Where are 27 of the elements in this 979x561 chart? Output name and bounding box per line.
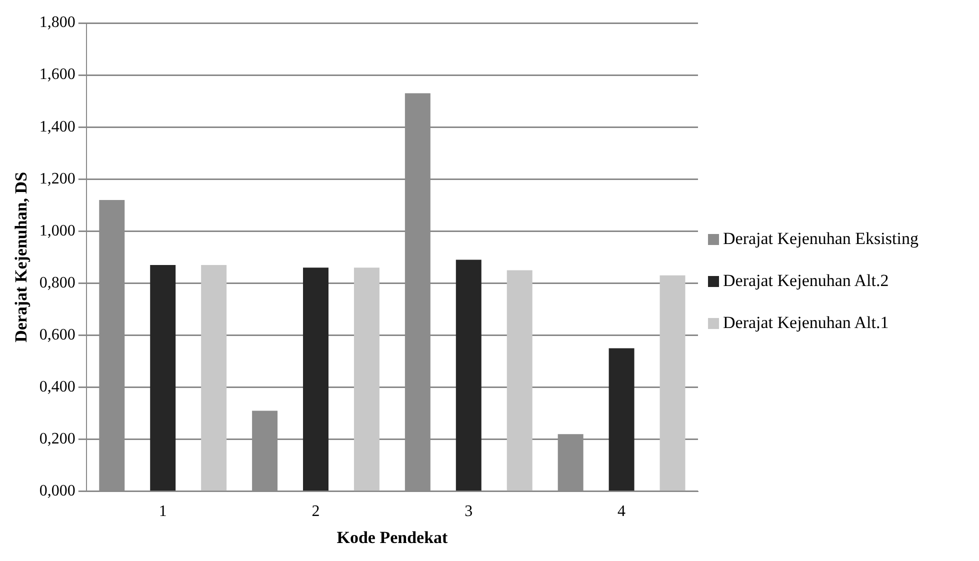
bar — [456, 260, 482, 491]
y-tick-label: 0,600 — [39, 326, 76, 344]
y-tick-label: 0,800 — [39, 274, 76, 292]
legend-label: Derajat Kejenuhan Alt.2 — [723, 270, 889, 290]
x-tick-label: 2 — [312, 503, 320, 520]
bar — [303, 268, 328, 491]
legend-label: Derajat Kejenuhan Alt.1 — [723, 312, 889, 332]
y-tick-label: 1,400 — [39, 118, 76, 136]
bar — [150, 265, 176, 491]
bar — [608, 348, 634, 491]
x-tick-label: 1 — [158, 503, 167, 520]
x-tick-label: 4 — [618, 503, 626, 520]
y-tick-label: 0,000 — [39, 482, 76, 500]
legend-label: Derajat Kejenuhan Eksisting — [723, 228, 918, 248]
y-tick-label: 1,200 — [39, 170, 76, 188]
bar — [506, 270, 532, 491]
bar — [354, 268, 380, 491]
y-tick-label: 1,800 — [39, 14, 76, 32]
y-axis-title: Derajat Kejenuhan, DS — [12, 172, 31, 342]
x-tick-label: 3 — [464, 503, 473, 520]
y-tick-label: 1,600 — [39, 66, 76, 84]
x-axis-title: Kode Pendekat — [336, 528, 448, 548]
y-tick-label: 0,400 — [39, 378, 76, 396]
y-tick-label: 1,000 — [39, 222, 76, 240]
bar — [660, 275, 686, 491]
y-tick-label: 0,200 — [39, 430, 76, 448]
bar — [201, 265, 227, 491]
